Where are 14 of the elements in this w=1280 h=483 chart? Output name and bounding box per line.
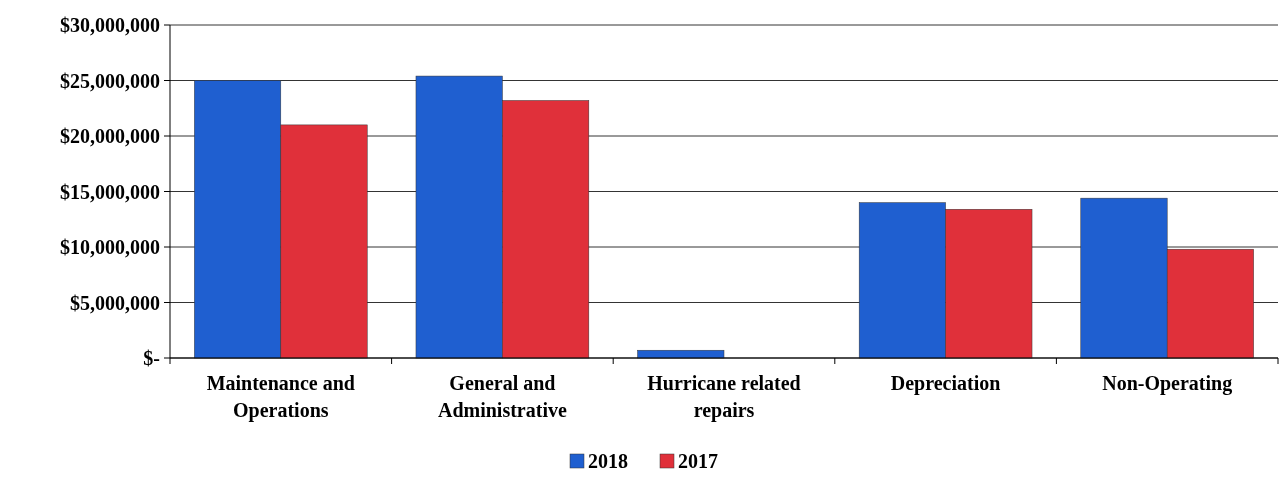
y-tick-label: $25,000,000 [60,69,160,92]
x-tick-label: Non-Operating [1102,372,1233,395]
legend-label: 2017 [678,450,718,472]
y-tick-label: $30,000,000 [60,14,160,36]
x-tick-label: General and Administrative [437,372,567,421]
y-tick-label: $15,000,000 [60,180,160,203]
y-tick-label: $- [143,347,160,369]
x-tick-label: Hurricane related repairs [647,372,801,422]
y-tick-label: $5,000,000 [70,291,160,314]
legend-label: 2018 [588,450,628,472]
y-tick-label: $20,000,000 [60,125,160,147]
y-tick-label: $10,000,000 [60,236,160,258]
x-tick-label: Depreciation [890,372,1001,395]
x-tick-label: Maintenance and Operations [206,372,355,422]
